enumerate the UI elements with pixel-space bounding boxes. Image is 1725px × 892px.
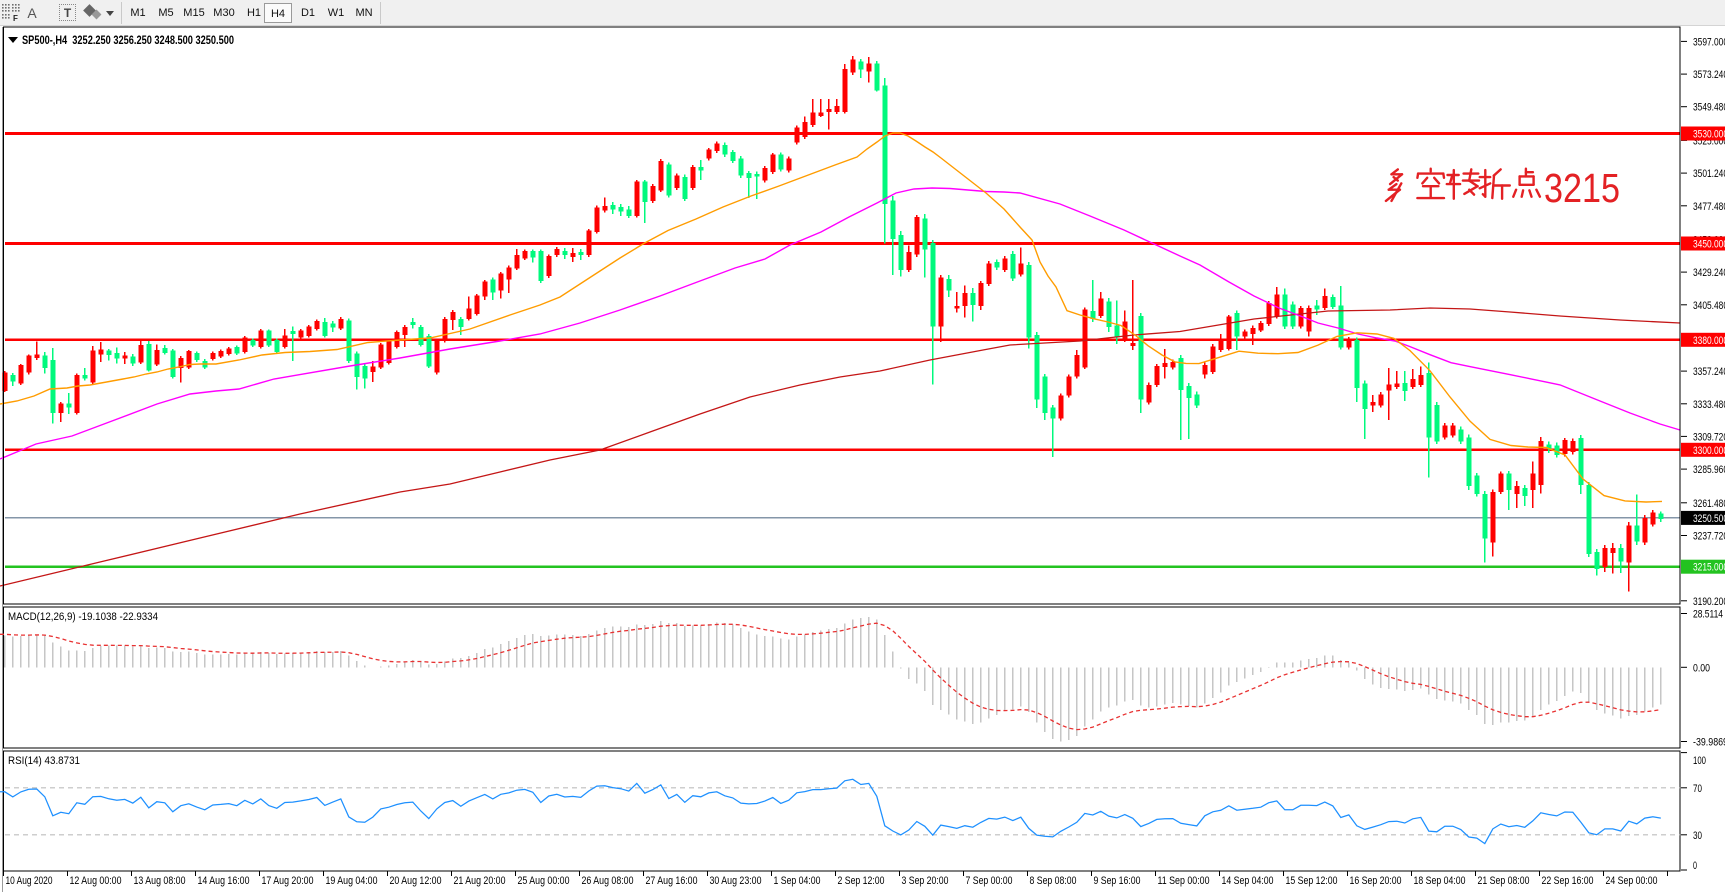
- svg-text:20 Aug 12:00: 20 Aug 12:00: [390, 875, 442, 887]
- svg-text:2 Sep 12:00: 2 Sep 12:00: [838, 875, 885, 887]
- svg-text:100: 100: [1693, 755, 1706, 767]
- svg-text:12 Aug 00:00: 12 Aug 00:00: [70, 875, 122, 887]
- svg-text:16 Sep 20:00: 16 Sep 20:00: [1350, 875, 1402, 887]
- svg-text:3530.000: 3530.000: [1693, 129, 1725, 141]
- svg-text:10 Aug 2020: 10 Aug 2020: [6, 875, 53, 887]
- svg-text:SP500-,H4 3252.250 3256.250 3: SP500-,H4 3252.250 3256.250 3248.500 325…: [22, 33, 234, 47]
- svg-text:7 Sep 00:00: 7 Sep 00:00: [966, 875, 1013, 887]
- svg-text:3405.480: 3405.480: [1693, 300, 1725, 312]
- svg-text:3333.480: 3333.480: [1693, 399, 1725, 411]
- svg-text:3300.000: 3300.000: [1693, 445, 1725, 457]
- svg-text:3261.480: 3261.480: [1693, 498, 1725, 510]
- svg-text:3 Sep 20:00: 3 Sep 20:00: [902, 875, 949, 887]
- svg-text:22 Sep 16:00: 22 Sep 16:00: [1542, 875, 1594, 887]
- svg-text:28.5114: 28.5114: [1693, 609, 1723, 621]
- svg-text:RSI(14) 43.8731: RSI(14) 43.8731: [8, 755, 80, 767]
- svg-text:3450.000: 3450.000: [1693, 239, 1725, 251]
- svg-text:14 Sep 04:00: 14 Sep 04:00: [1222, 875, 1274, 887]
- svg-text:1 Sep 04:00: 1 Sep 04:00: [774, 875, 821, 887]
- svg-text:9 Sep 16:00: 9 Sep 16:00: [1094, 875, 1141, 887]
- svg-text:26 Aug 08:00: 26 Aug 08:00: [582, 875, 634, 887]
- svg-text:3285.960: 3285.960: [1693, 464, 1725, 476]
- svg-text:3549.480: 3549.480: [1693, 102, 1725, 114]
- svg-text:3597.000: 3597.000: [1693, 36, 1725, 48]
- svg-text:21 Aug 20:00: 21 Aug 20:00: [454, 875, 506, 887]
- svg-text:14 Aug 16:00: 14 Aug 16:00: [198, 875, 250, 887]
- svg-text:15 Sep 12:00: 15 Sep 12:00: [1286, 875, 1338, 887]
- svg-text:17 Aug 20:00: 17 Aug 20:00: [262, 875, 314, 887]
- svg-text:3250.500: 3250.500: [1693, 513, 1725, 525]
- svg-text:24 Sep 00:00: 24 Sep 00:00: [1606, 875, 1658, 887]
- svg-text:0: 0: [1693, 860, 1697, 872]
- svg-text:11 Sep 00:00: 11 Sep 00:00: [1158, 875, 1210, 887]
- svg-text:0.00: 0.00: [1693, 662, 1710, 674]
- svg-text:21 Sep 08:00: 21 Sep 08:00: [1478, 875, 1530, 887]
- svg-text:30 Aug 23:00: 30 Aug 23:00: [710, 875, 762, 887]
- svg-text:3357.240: 3357.240: [1693, 366, 1725, 378]
- svg-text:3215.000: 3215.000: [1693, 562, 1725, 574]
- svg-text:70: 70: [1693, 783, 1702, 795]
- svg-text:25 Aug 00:00: 25 Aug 00:00: [518, 875, 570, 887]
- svg-text:3429.240: 3429.240: [1693, 267, 1725, 279]
- svg-text:F: F: [13, 14, 18, 22]
- svg-text:27 Aug 16:00: 27 Aug 16:00: [646, 875, 698, 887]
- svg-text:3573.240: 3573.240: [1693, 69, 1725, 81]
- svg-text:19 Aug 04:00: 19 Aug 04:00: [326, 875, 378, 887]
- svg-text:MACD(12,26,9) -19.1038 -22.933: MACD(12,26,9) -19.1038 -22.9334: [8, 611, 158, 623]
- svg-text:3237.720: 3237.720: [1693, 531, 1725, 543]
- svg-text:8 Sep 08:00: 8 Sep 08:00: [1030, 875, 1077, 887]
- svg-text:3215: 3215: [1544, 165, 1620, 211]
- svg-text:3501.240: 3501.240: [1693, 168, 1725, 180]
- svg-text:18 Sep 04:00: 18 Sep 04:00: [1414, 875, 1466, 887]
- svg-text:3477.480: 3477.480: [1693, 201, 1725, 213]
- svg-text:-39.9869: -39.9869: [1693, 737, 1725, 749]
- svg-text:30: 30: [1693, 830, 1702, 842]
- svg-text:3309.720: 3309.720: [1693, 431, 1725, 443]
- svg-text:3380.000: 3380.000: [1693, 335, 1725, 347]
- svg-text:3190.200: 3190.200: [1693, 596, 1725, 608]
- svg-text:13 Aug 08:00: 13 Aug 08:00: [134, 875, 186, 887]
